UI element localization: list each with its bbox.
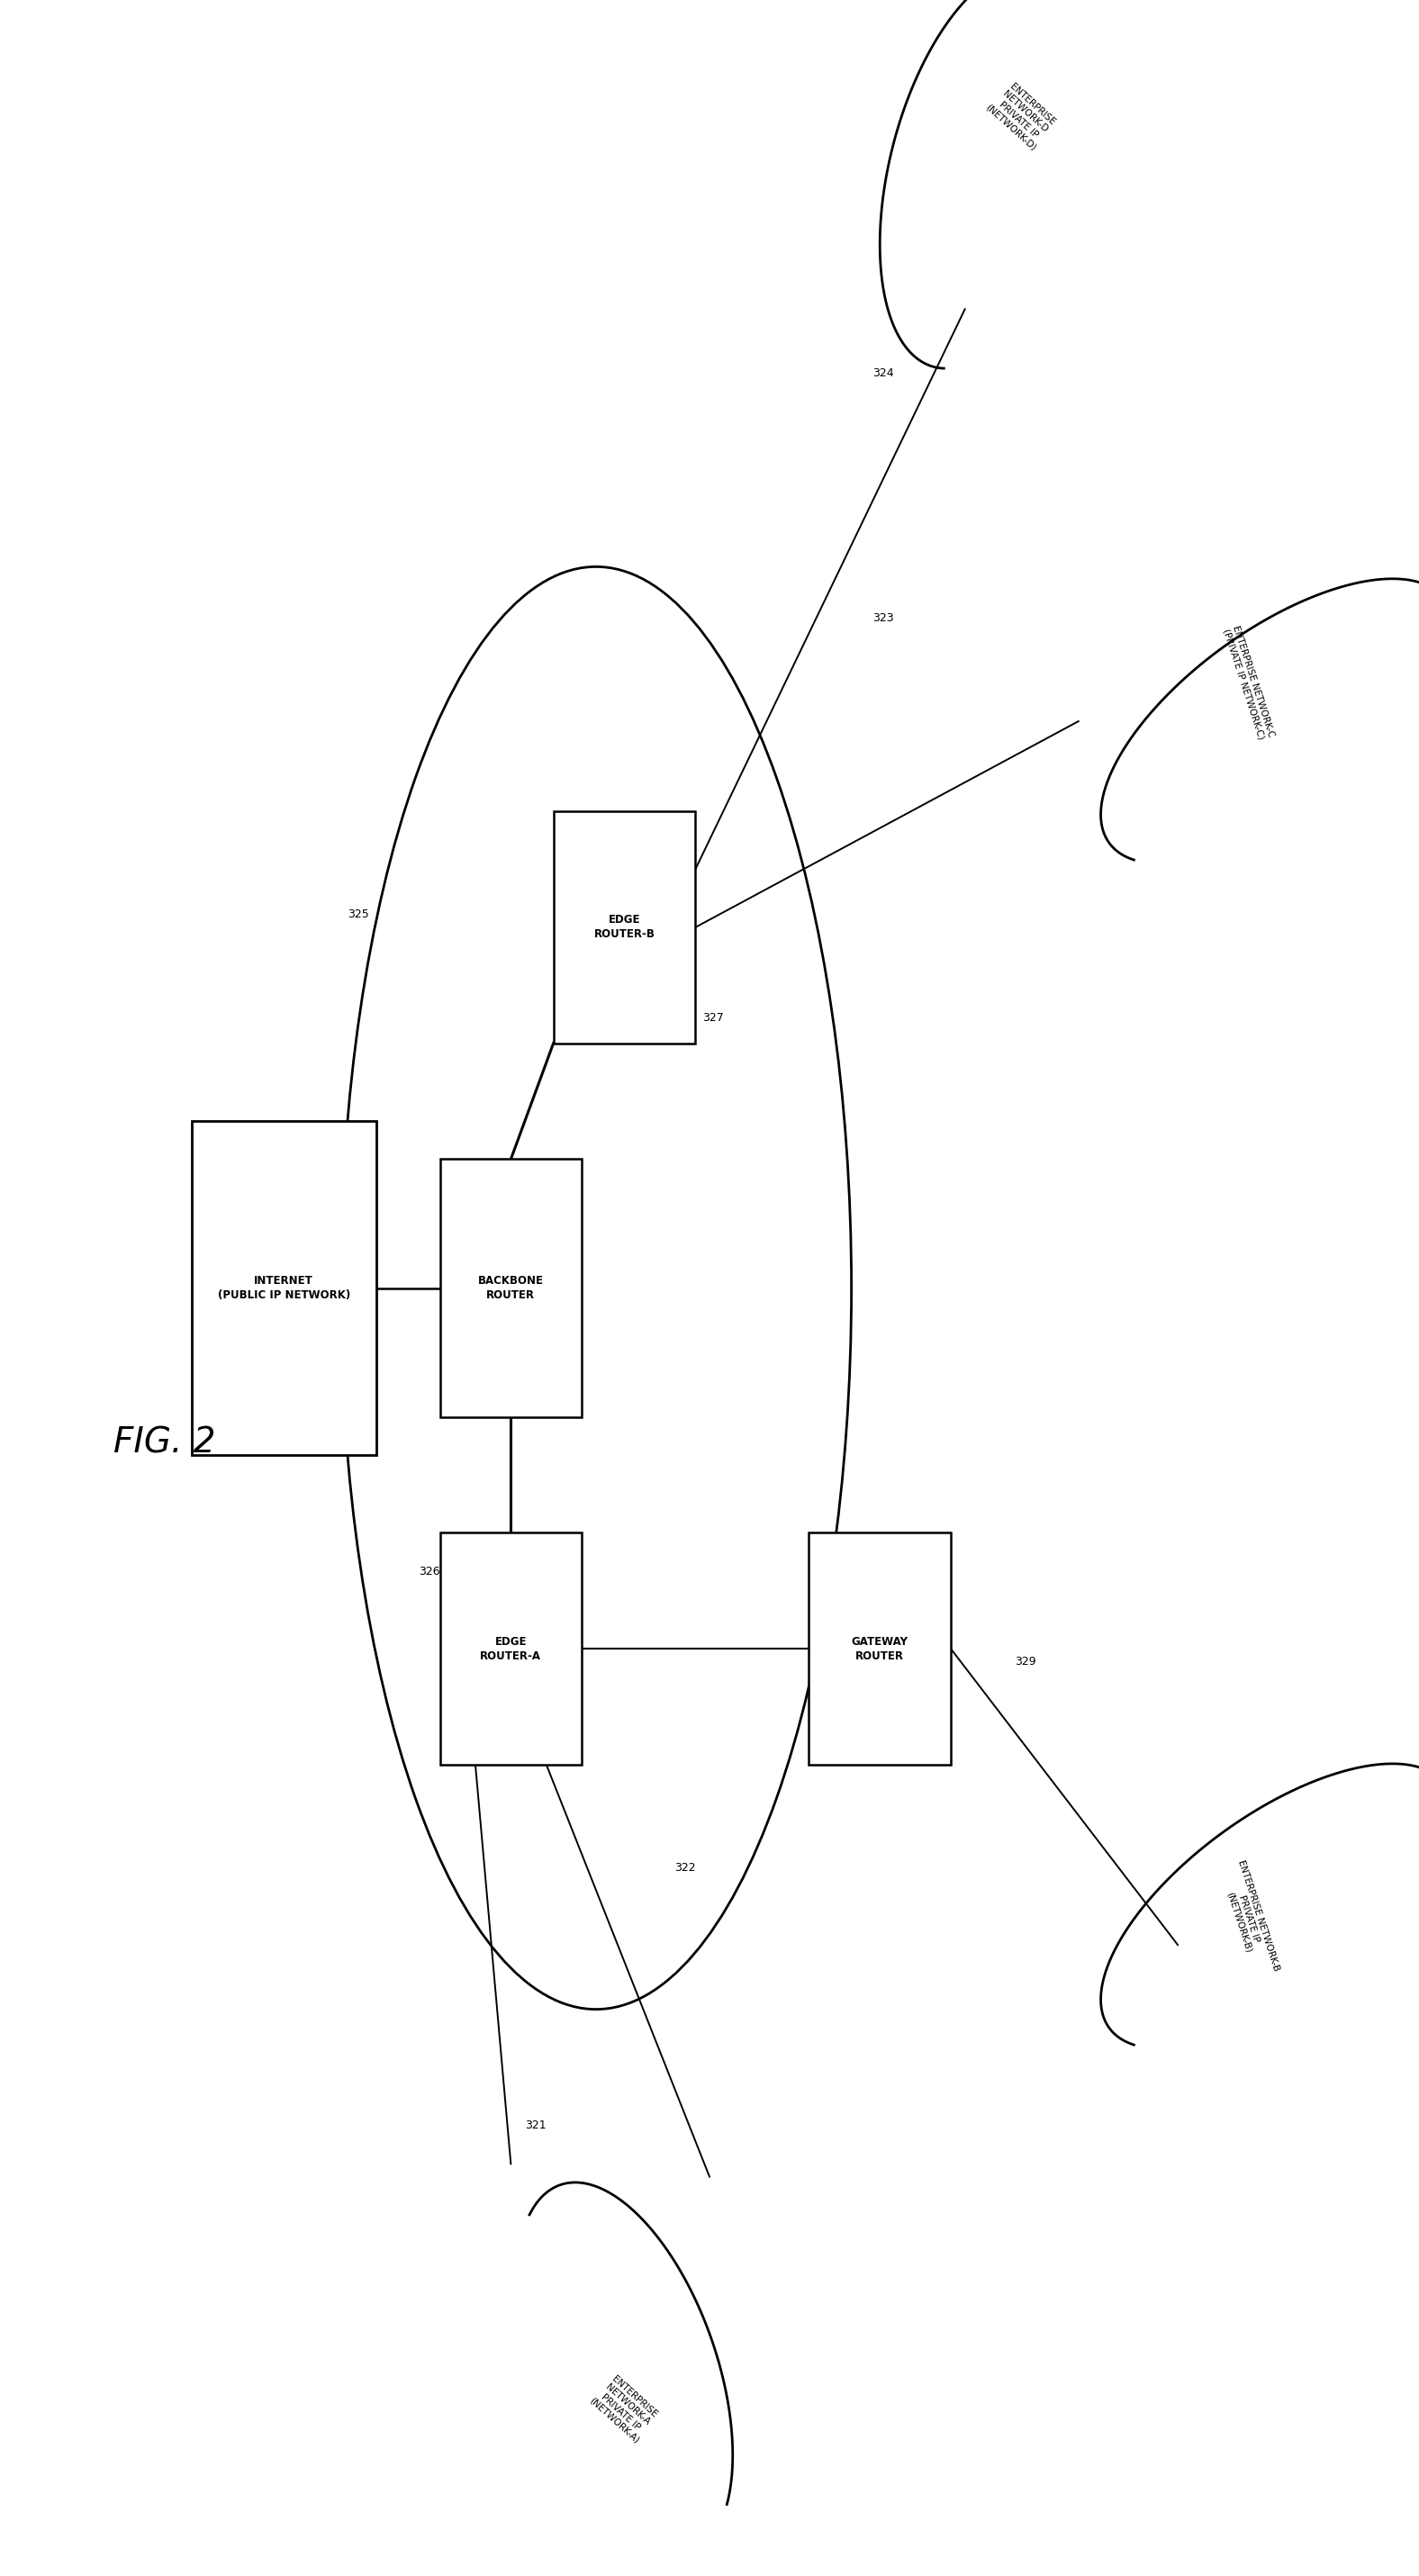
Text: ENTERPRISE NETWORK-C
(PRIVATE IP NETWORK-C): ENTERPRISE NETWORK-C (PRIVATE IP NETWORK… (1222, 623, 1276, 742)
Text: 325: 325 (348, 909, 369, 920)
Text: FIG. 2: FIG. 2 (114, 1425, 216, 1461)
Text: 322: 322 (674, 1862, 695, 1873)
FancyBboxPatch shape (192, 1121, 376, 1455)
Text: 328: 328 (561, 1193, 582, 1203)
Text: INTERNET
(PUBLIC IP NETWORK): INTERNET (PUBLIC IP NETWORK) (217, 1275, 350, 1301)
Text: 321: 321 (525, 2120, 546, 2130)
Text: 329: 329 (1015, 1656, 1036, 1667)
Text: ENTERPRISE
NETWORK-D
PRIVATE IP
(NETWORK-D): ENTERPRISE NETWORK-D PRIVATE IP (NETWORK… (985, 80, 1059, 152)
Text: EDGE
ROUTER-A: EDGE ROUTER-A (480, 1636, 542, 1662)
Text: ENTERPRISE NETWORK-B
PRIVATE IP
(NETWORK-B): ENTERPRISE NETWORK-B PRIVATE IP (NETWORK… (1216, 1860, 1281, 1978)
Text: 323: 323 (873, 613, 894, 623)
Text: 327: 327 (702, 1012, 724, 1023)
FancyBboxPatch shape (440, 1159, 582, 1417)
Text: 326: 326 (419, 1566, 440, 1577)
Text: ENTERPRISE
NETWORK-A
PRIVATE IP
(NETWORK-A): ENTERPRISE NETWORK-A PRIVATE IP (NETWORK… (587, 2372, 661, 2445)
Text: BACKBONE
ROUTER: BACKBONE ROUTER (478, 1275, 543, 1301)
FancyBboxPatch shape (553, 811, 695, 1043)
FancyBboxPatch shape (809, 1533, 951, 1765)
Text: 324: 324 (873, 368, 894, 379)
Text: GATEWAY
ROUTER: GATEWAY ROUTER (851, 1636, 908, 1662)
FancyBboxPatch shape (440, 1533, 582, 1765)
Text: EDGE
ROUTER-B: EDGE ROUTER-B (593, 914, 656, 940)
